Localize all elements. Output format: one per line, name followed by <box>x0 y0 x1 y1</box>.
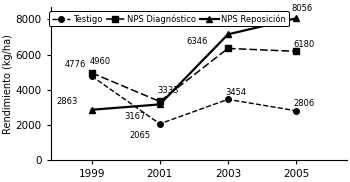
Text: 6346: 6346 <box>187 37 208 46</box>
Legend: Testigo, NPS Diagnóstico, NPS Reposición: Testigo, NPS Diagnóstico, NPS Reposición <box>49 11 289 26</box>
Text: 4776: 4776 <box>64 60 86 69</box>
Y-axis label: Rendimiento (kg/ha): Rendimiento (kg/ha) <box>3 34 13 134</box>
Text: 6180: 6180 <box>294 39 315 49</box>
Text: 2863: 2863 <box>56 97 77 106</box>
Text: 3167: 3167 <box>124 112 146 121</box>
Text: 4960: 4960 <box>89 57 111 66</box>
Text: 2806: 2806 <box>294 99 315 108</box>
Text: 3454: 3454 <box>226 88 247 97</box>
Text: 3333: 3333 <box>158 86 179 94</box>
Text: 2065: 2065 <box>130 131 151 141</box>
Text: 7145: 7145 <box>223 20 244 29</box>
Text: 8056: 8056 <box>291 4 312 13</box>
